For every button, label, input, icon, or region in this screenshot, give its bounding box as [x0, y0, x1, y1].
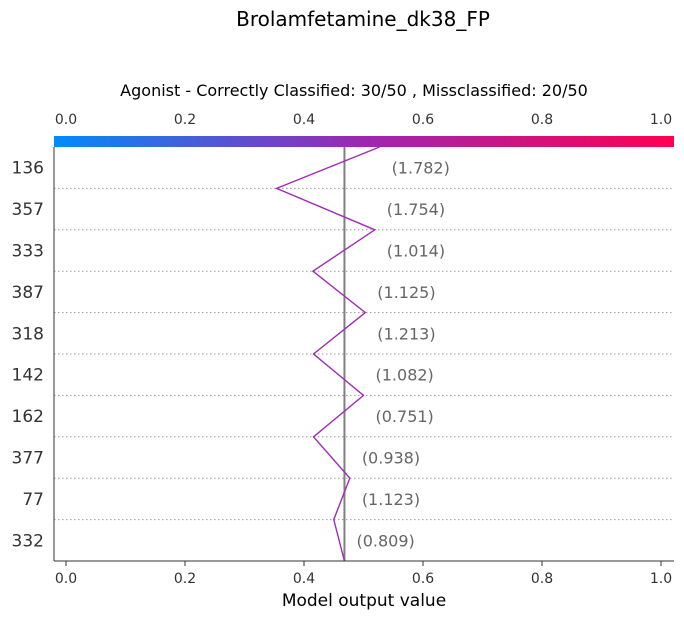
feature-label: 377: [12, 449, 44, 469]
feature-label: 387: [12, 283, 44, 303]
feature-value-labels: (1.782) (1.754) (1.014) (1.125) (1.213) (1.08…: [356, 159, 449, 551]
top-tick-labels: 0.0 0.2 0.4 0.6 0.8 1.0: [55, 112, 672, 128]
feature-value-label: (1.014): [387, 242, 445, 261]
feature-value-label: (1.782): [392, 159, 450, 178]
bottom-tick-label: 0.4: [293, 571, 315, 587]
feature-value-label: (1.213): [377, 324, 435, 343]
bottom-tick-label: 0.2: [174, 571, 196, 587]
feature-labels: 136 357 333 387 318 142 162 377 77 332: [12, 159, 44, 552]
top-tick-label: 0.4: [293, 112, 315, 128]
feature-value-label: (1.125): [377, 283, 435, 302]
top-tick-label: 1.0: [650, 112, 672, 128]
feature-label: 136: [12, 159, 44, 179]
chart-subtitle: Agonist - Correctly Classified: 30/50 , …: [120, 81, 588, 100]
feature-label: 142: [12, 366, 44, 386]
gridlines: [54, 187, 674, 521]
feature-value-label: (1.082): [376, 366, 434, 385]
chart-title: Brolamfetamine_dk38_FP: [236, 7, 490, 31]
x-axis-title: Model output value: [282, 591, 446, 611]
bottom-tick-label: 1.0: [650, 571, 672, 587]
feature-label: 77: [22, 490, 44, 510]
top-tick-label: 0.0: [55, 112, 77, 128]
top-tick-label: 0.8: [531, 112, 553, 128]
feature-label: 162: [12, 407, 44, 427]
bottom-tick-label: 0.6: [412, 571, 434, 587]
bottom-tick-label: 0.0: [55, 571, 77, 587]
feature-value-label: (0.809): [356, 531, 414, 550]
feature-label: 332: [12, 531, 44, 551]
top-tick-label: 0.2: [174, 112, 196, 128]
feature-value-label: (0.938): [362, 449, 420, 468]
feature-label: 318: [12, 324, 44, 344]
feature-label: 357: [12, 200, 44, 220]
colorbar: [54, 136, 674, 147]
feature-label: 333: [12, 242, 44, 262]
bottom-tick-label: 0.8: [531, 571, 553, 587]
top-tick-label: 0.6: [412, 112, 434, 128]
feature-value-label: (1.754): [387, 200, 445, 219]
feature-value-label: (0.751): [376, 407, 434, 426]
decision-path: [274, 146, 380, 562]
feature-value-label: (1.123): [362, 490, 420, 509]
bottom-tick-labels: 0.0 0.2 0.4 0.6 0.8 1.0: [55, 561, 672, 587]
